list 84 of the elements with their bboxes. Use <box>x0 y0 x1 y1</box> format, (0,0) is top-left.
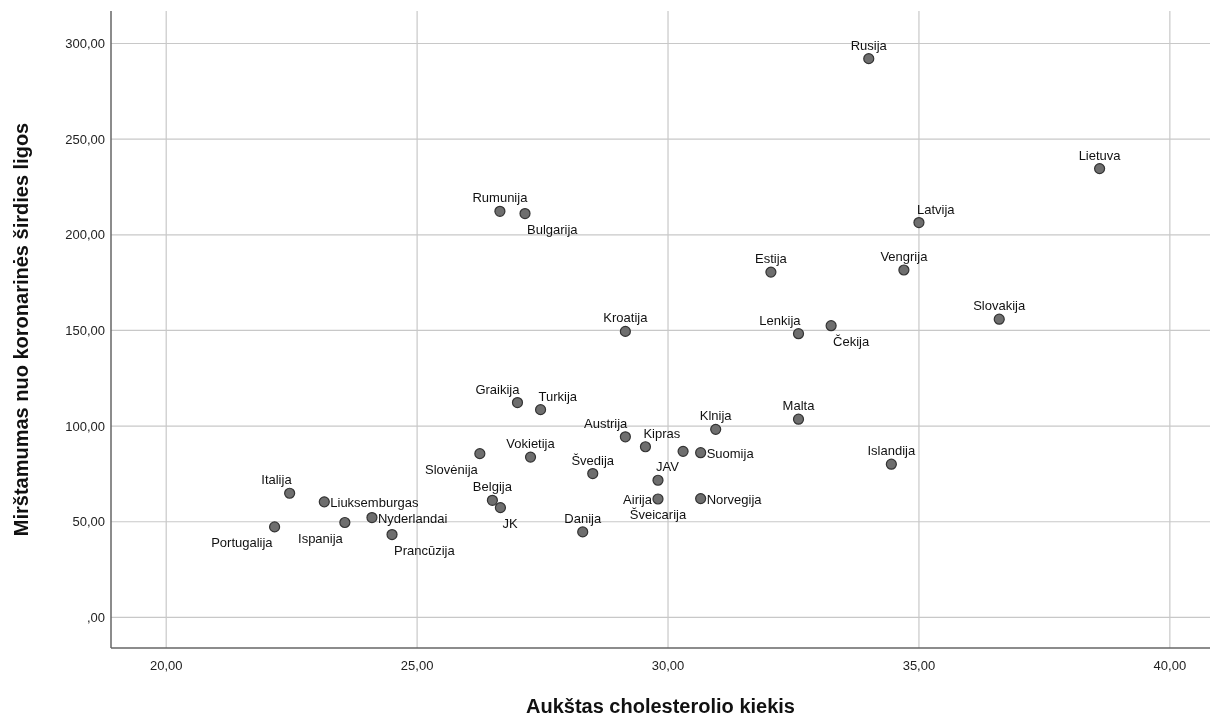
annotation: Liuksemburgas <box>330 494 419 510</box>
annotation: Italija <box>261 472 293 488</box>
point <box>792 413 805 425</box>
point <box>366 511 378 524</box>
x-tick-label: 25,00 <box>400 658 434 673</box>
point <box>534 404 547 416</box>
point <box>710 423 722 435</box>
point <box>898 264 910 276</box>
y-tick-label: 100,00 <box>65 418 105 434</box>
point <box>863 53 875 65</box>
annotation: Vengrija <box>880 249 929 265</box>
point <box>587 467 599 480</box>
annotation: Turkija <box>538 388 578 404</box>
point <box>695 447 707 459</box>
point <box>695 493 707 505</box>
annotation: Belgija <box>472 479 513 495</box>
point <box>269 521 281 533</box>
annotation: Slovakija <box>973 298 1027 314</box>
annotation: Estija <box>755 251 788 267</box>
annotation: Islandija <box>867 443 916 459</box>
annotation: Čekija <box>833 333 871 349</box>
point <box>885 458 897 470</box>
annotation: Prancūzija <box>394 542 456 558</box>
annotation: Švedija <box>571 452 615 468</box>
annotation: Lenkija <box>759 312 802 328</box>
annotation: Šveicarija <box>629 506 687 522</box>
point <box>318 496 330 508</box>
point <box>519 207 531 220</box>
annotation: Bulgarija <box>527 221 579 237</box>
y-tick-label: ,00 <box>86 609 105 625</box>
annotation: Norvegija <box>706 491 763 507</box>
point <box>913 216 925 229</box>
x-tick-label: 30,00 <box>651 658 685 673</box>
point <box>792 328 805 340</box>
point <box>284 487 296 499</box>
point <box>339 516 351 529</box>
point <box>494 501 507 514</box>
y-tick-label: 50,00 <box>72 514 105 530</box>
annotation: Malta <box>782 398 816 414</box>
point <box>474 448 486 460</box>
annotation: Ispanija <box>298 530 344 546</box>
annotation: Vokietija <box>506 436 556 452</box>
annotation: Portugalija <box>211 534 274 550</box>
y-tick-label: 300,00 <box>65 36 105 52</box>
annotation: Rusija <box>850 37 888 53</box>
point <box>577 526 589 538</box>
annotation: Danija <box>564 510 602 526</box>
annotation: Kroatija <box>603 310 649 326</box>
y-axis-title: Mirštamumas nuo koronarinės širdies ligos <box>10 122 32 537</box>
point <box>486 494 498 506</box>
point <box>494 205 506 217</box>
annotation: Slovėnija <box>425 461 479 477</box>
point <box>1094 163 1106 175</box>
point <box>765 266 777 278</box>
annotation: Nyderlandai <box>377 510 448 526</box>
x-tick-label: 20,00 <box>149 658 183 673</box>
point <box>652 493 664 505</box>
annotation: Graikija <box>475 381 521 397</box>
y-tick-label: 250,00 <box>65 131 105 147</box>
x-axis-title: Aukštas cholesterolio kiekis <box>525 695 796 717</box>
annotation: Airija <box>623 491 653 507</box>
point <box>524 451 537 463</box>
annotation: Lietuva <box>1078 147 1122 163</box>
y-tick-label: 150,00 <box>65 322 105 338</box>
point <box>511 396 524 409</box>
annotation: Latvija <box>916 201 956 217</box>
annotation: JAV <box>655 459 680 475</box>
annotation: Kipras <box>643 425 681 441</box>
annotation: JK <box>502 515 518 531</box>
point <box>386 528 398 541</box>
annotation: Rumunija <box>472 190 529 206</box>
point <box>619 325 631 338</box>
annotation: Austrija <box>584 415 629 431</box>
point <box>677 445 689 457</box>
point <box>825 320 837 332</box>
point <box>993 313 1005 325</box>
x-tick-label: 35,00 <box>902 658 936 673</box>
y-tick-label: 200,00 <box>65 227 105 243</box>
point <box>639 441 652 453</box>
annotation: Klnija <box>699 408 733 424</box>
point <box>652 474 664 486</box>
x-tick-label: 40,00 <box>1153 658 1187 673</box>
point <box>619 431 631 443</box>
annotation: Suomija <box>706 445 755 461</box>
